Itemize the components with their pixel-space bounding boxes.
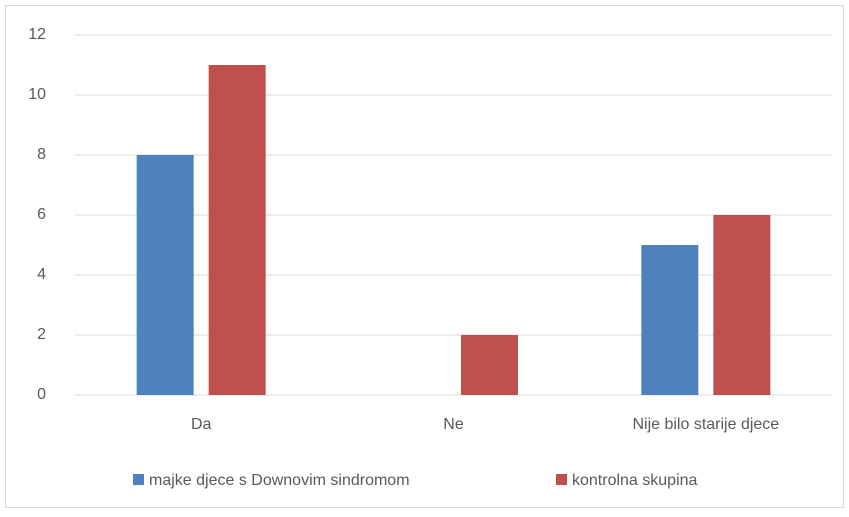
x-tick-label: Nije bilo starije djece — [632, 416, 779, 433]
y-tick-label: 6 — [37, 206, 46, 223]
bar — [136, 155, 194, 395]
x-tick-label: Ne — [443, 416, 464, 433]
y-tick-label: 12 — [28, 26, 46, 43]
legend-label: kontrolna skupina — [572, 472, 698, 489]
x-tick-label: Da — [191, 416, 212, 433]
y-tick-label: 4 — [37, 266, 46, 283]
bar — [461, 335, 518, 395]
y-tick-label: 2 — [37, 326, 46, 343]
legend-swatch — [556, 474, 567, 485]
legend-label: majke djece s Downovim sindromom — [149, 472, 410, 489]
bar — [641, 245, 699, 395]
y-tick-label: 8 — [37, 146, 46, 163]
y-tick-label: 0 — [37, 386, 46, 403]
bar — [713, 215, 771, 395]
bar — [208, 65, 266, 395]
legend-swatch — [133, 474, 144, 485]
y-tick-label: 10 — [28, 86, 46, 103]
